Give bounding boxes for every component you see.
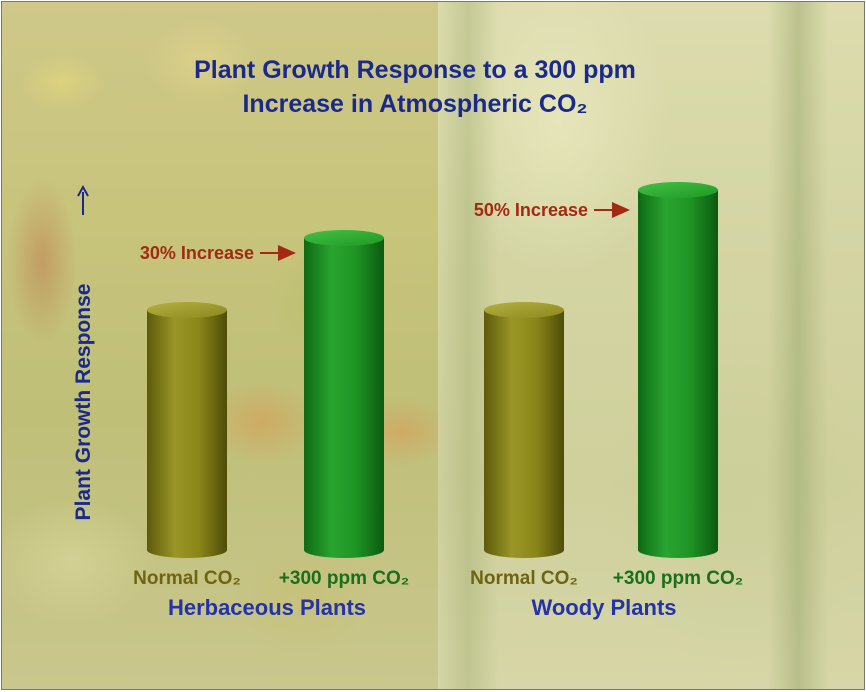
- annotation-0: 30% Increase: [140, 243, 254, 263]
- bar-top-1-1: [638, 182, 718, 198]
- bar-top-0-1: [304, 230, 384, 246]
- labels-layer: Normal CO₂ +300 ppm CO₂ Herbaceous Plants N…: [133, 568, 743, 620]
- group-label-0: Herbaceous Plants: [168, 595, 366, 620]
- bar-1-1: [638, 190, 718, 558]
- y-axis-arrow: [77, 184, 89, 215]
- annotation-1: 50% Increase: [474, 200, 588, 220]
- category-label-1-1: +300 ppm CO₂: [613, 568, 743, 589]
- chart-title-line-1: Plant Growth Response to a 300 ppm: [194, 56, 636, 84]
- y-axis-label: Plant Growth Response: [72, 284, 95, 521]
- bar-0-1: [304, 238, 384, 558]
- category-label-0-1: +300 ppm CO₂: [279, 568, 409, 589]
- bar-1-0: [484, 310, 564, 558]
- category-label-0-0: Normal CO₂: [133, 568, 241, 589]
- y-axis-label-group: Plant Growth Response: [72, 284, 95, 521]
- bar-0-0: [147, 310, 227, 558]
- chart-title-line-2: Increase in Atmospheric CO₂: [242, 90, 587, 118]
- group-label-1: Woody Plants: [531, 595, 676, 620]
- bars-layer: [147, 182, 718, 558]
- annotations-layer: 30% Increase 50% Increase: [140, 200, 630, 263]
- bar-top-1-0: [484, 302, 564, 318]
- bar-top-0-0: [147, 302, 227, 318]
- category-label-1-0: Normal CO₂: [470, 568, 578, 589]
